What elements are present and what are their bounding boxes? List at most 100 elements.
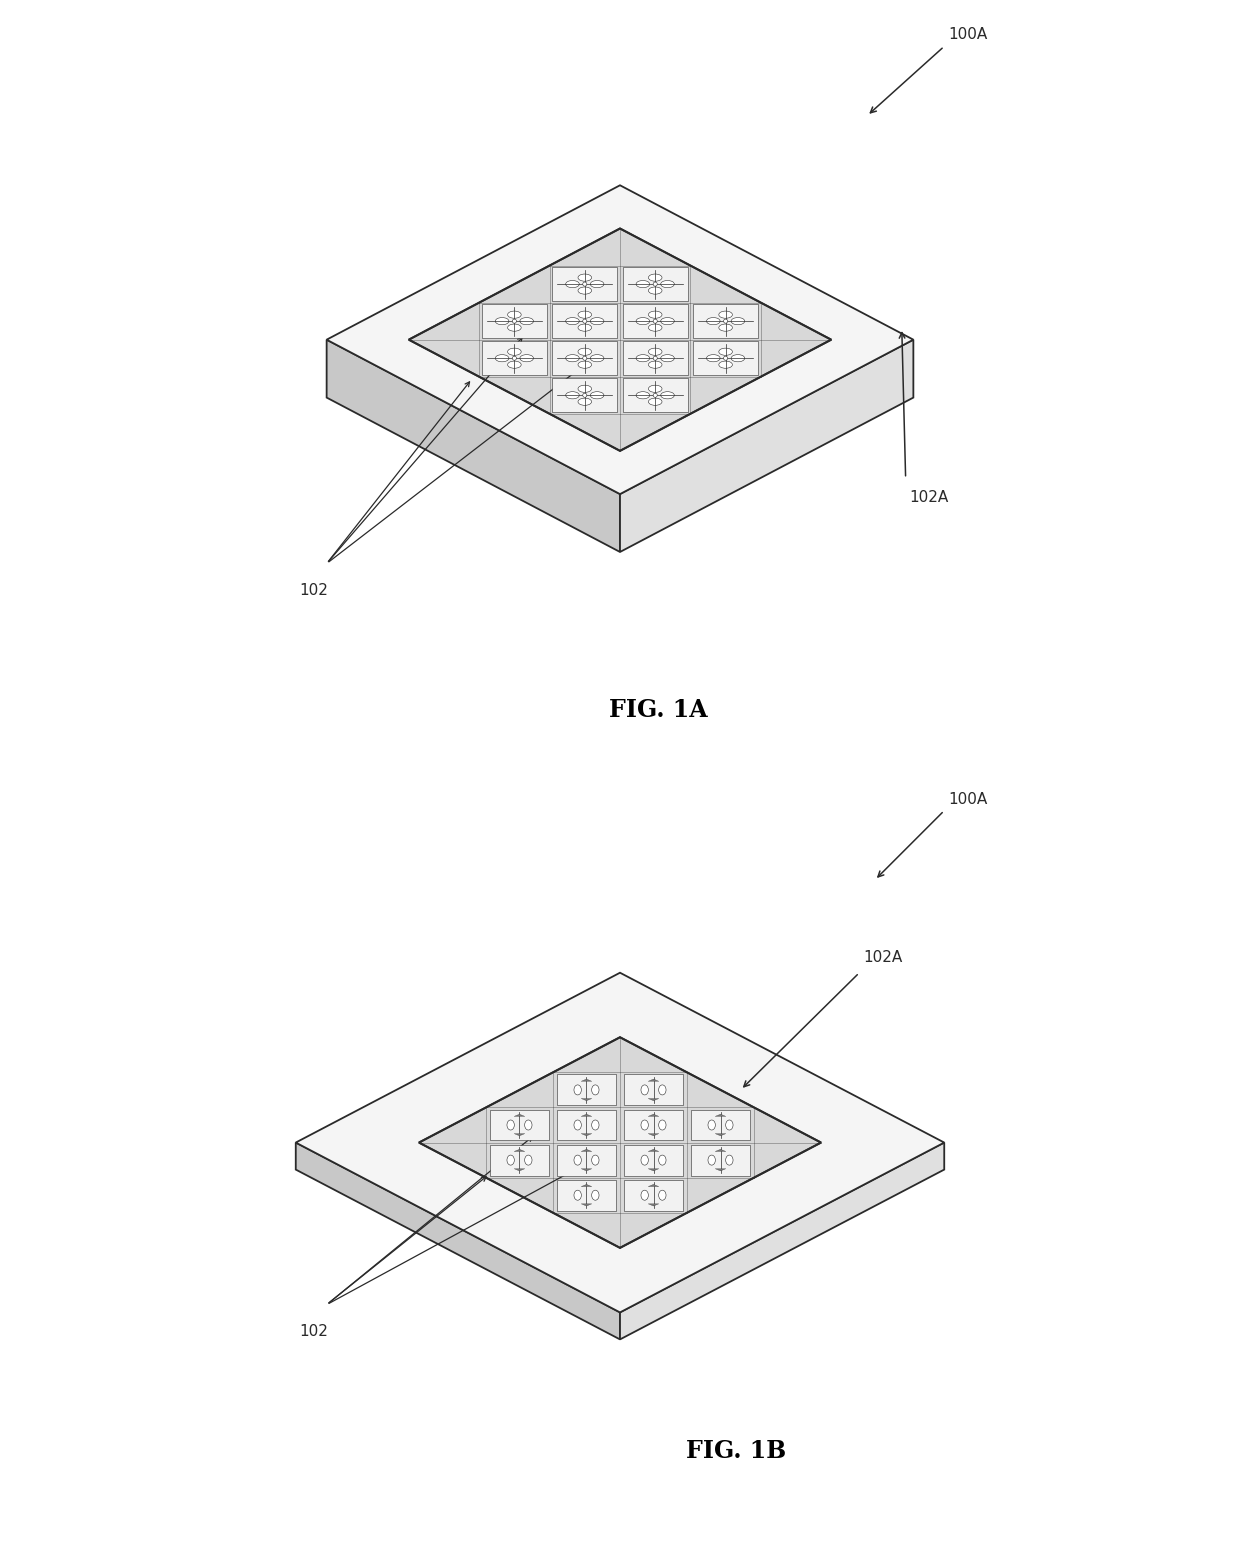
Bar <box>624 1075 683 1106</box>
Bar <box>482 341 547 375</box>
Ellipse shape <box>591 1085 599 1095</box>
Ellipse shape <box>578 310 591 318</box>
Ellipse shape <box>525 1119 532 1130</box>
Circle shape <box>512 357 516 360</box>
Ellipse shape <box>591 1119 599 1130</box>
Text: 100A: 100A <box>949 28 987 42</box>
Polygon shape <box>515 1149 525 1152</box>
Ellipse shape <box>591 1155 599 1166</box>
Polygon shape <box>582 1099 591 1101</box>
Ellipse shape <box>649 324 662 332</box>
Circle shape <box>583 357 587 360</box>
Ellipse shape <box>507 310 521 318</box>
Bar <box>622 341 688 375</box>
Ellipse shape <box>495 355 508 361</box>
Bar <box>691 1144 750 1175</box>
Polygon shape <box>649 1149 658 1152</box>
Ellipse shape <box>649 361 662 369</box>
Polygon shape <box>649 1204 658 1206</box>
Ellipse shape <box>719 310 733 318</box>
Ellipse shape <box>507 347 521 355</box>
Bar <box>624 1110 683 1141</box>
Ellipse shape <box>578 361 591 369</box>
Ellipse shape <box>520 355 533 361</box>
Polygon shape <box>715 1133 725 1136</box>
Ellipse shape <box>636 281 650 287</box>
Polygon shape <box>582 1169 591 1170</box>
Ellipse shape <box>636 392 650 398</box>
Ellipse shape <box>732 318 745 324</box>
Polygon shape <box>649 1099 658 1101</box>
Ellipse shape <box>565 281 579 287</box>
Bar <box>557 1075 616 1106</box>
Ellipse shape <box>574 1190 582 1200</box>
Polygon shape <box>409 229 831 451</box>
Ellipse shape <box>661 281 675 287</box>
Polygon shape <box>296 973 944 1312</box>
Ellipse shape <box>507 361 521 369</box>
Bar <box>557 1110 616 1141</box>
Polygon shape <box>582 1079 591 1081</box>
Polygon shape <box>515 1169 525 1170</box>
Ellipse shape <box>658 1119 666 1130</box>
Ellipse shape <box>578 384 591 392</box>
Bar <box>557 1180 616 1210</box>
Circle shape <box>512 320 516 323</box>
Text: 102: 102 <box>300 582 329 598</box>
Text: FIG. 1A: FIG. 1A <box>609 698 708 723</box>
Bar <box>557 1144 616 1175</box>
Polygon shape <box>582 1204 591 1206</box>
Ellipse shape <box>574 1119 582 1130</box>
Polygon shape <box>620 340 914 553</box>
Ellipse shape <box>661 355 675 361</box>
Ellipse shape <box>507 1119 515 1130</box>
Text: 102A: 102A <box>863 950 903 965</box>
Ellipse shape <box>649 273 662 281</box>
Ellipse shape <box>636 318 650 324</box>
Ellipse shape <box>661 318 675 324</box>
Polygon shape <box>515 1115 525 1116</box>
Ellipse shape <box>707 355 720 361</box>
Bar <box>622 378 688 412</box>
Polygon shape <box>649 1115 658 1116</box>
Polygon shape <box>620 1143 944 1339</box>
Circle shape <box>583 394 587 397</box>
Ellipse shape <box>732 355 745 361</box>
Ellipse shape <box>578 273 591 281</box>
Polygon shape <box>649 1184 658 1186</box>
Bar <box>482 304 547 338</box>
Ellipse shape <box>641 1190 649 1200</box>
Polygon shape <box>515 1133 525 1136</box>
Bar <box>490 1110 549 1141</box>
Polygon shape <box>582 1149 591 1152</box>
Text: 102: 102 <box>300 1323 329 1339</box>
Circle shape <box>583 283 587 286</box>
Polygon shape <box>649 1133 658 1136</box>
Ellipse shape <box>649 398 662 406</box>
Text: FIG. 1B: FIG. 1B <box>686 1439 786 1464</box>
Polygon shape <box>582 1133 591 1136</box>
Ellipse shape <box>707 318 720 324</box>
Ellipse shape <box>661 392 675 398</box>
Bar <box>693 304 758 338</box>
Circle shape <box>653 283 657 286</box>
Circle shape <box>653 394 657 397</box>
Polygon shape <box>582 1184 591 1186</box>
Polygon shape <box>296 1143 620 1339</box>
Ellipse shape <box>565 318 579 324</box>
Ellipse shape <box>649 347 662 355</box>
Bar <box>552 341 618 375</box>
Polygon shape <box>715 1149 725 1152</box>
Circle shape <box>653 320 657 323</box>
Ellipse shape <box>725 1155 733 1166</box>
Bar <box>693 341 758 375</box>
Bar <box>622 304 688 338</box>
Polygon shape <box>582 1115 591 1116</box>
Ellipse shape <box>565 355 579 361</box>
Ellipse shape <box>658 1190 666 1200</box>
Text: 100A: 100A <box>949 792 987 806</box>
Polygon shape <box>715 1115 725 1116</box>
Ellipse shape <box>658 1155 666 1166</box>
Bar <box>552 304 618 338</box>
Polygon shape <box>326 185 914 494</box>
